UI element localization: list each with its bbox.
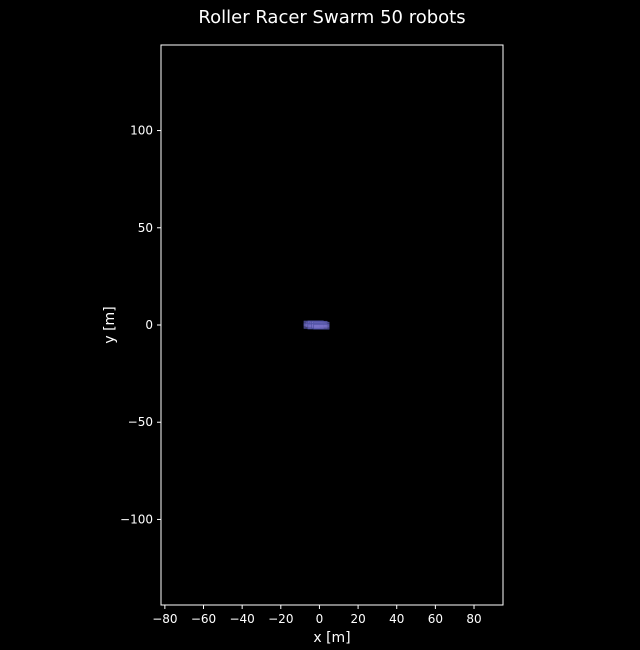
x-tick-label: 80 — [466, 612, 481, 626]
robot-marker — [313, 324, 330, 330]
y-tick-label: −100 — [120, 512, 153, 526]
x-tick-label: 20 — [350, 612, 365, 626]
chart-title: Roller Racer Swarm 50 robots — [198, 7, 465, 28]
x-tick-label: −20 — [268, 612, 293, 626]
x-axis-label: x [m] — [313, 630, 350, 646]
plot-area — [303, 320, 330, 330]
y-tick-label: −50 — [128, 415, 153, 429]
y-tick-label: 50 — [138, 221, 153, 235]
y-tick-label: 0 — [145, 318, 153, 332]
x-axis: −80 −60 −40 −20 0 20 40 60 80 — [152, 605, 482, 626]
x-tick-label: −40 — [229, 612, 254, 626]
y-axis: −100 −50 0 50 100 — [120, 124, 161, 526]
x-tick-label: 0 — [316, 612, 324, 626]
x-tick-label: 40 — [389, 612, 404, 626]
x-tick-label: −60 — [191, 612, 216, 626]
y-axis-label: y [m] — [102, 306, 118, 343]
x-tick-label: −80 — [152, 612, 177, 626]
y-tick-label: 100 — [130, 124, 153, 138]
x-tick-label: 60 — [428, 612, 443, 626]
